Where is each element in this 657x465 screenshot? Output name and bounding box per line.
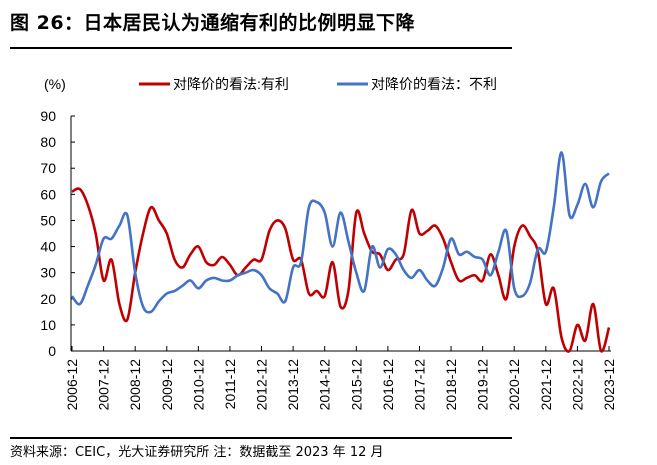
y-tick-label: 50	[40, 212, 56, 228]
legend-label-unfavorable: 对降价的看法：不利	[371, 76, 497, 92]
y-tick-label: 80	[40, 134, 56, 150]
y-tick-label: 40	[40, 239, 56, 255]
x-tick-label: 2011-12	[222, 359, 238, 410]
x-tick-label: 2021-12	[538, 359, 554, 411]
title-divider	[10, 47, 512, 49]
y-tick-label: 90	[40, 108, 56, 124]
x-tick-label: 2008-12	[127, 359, 143, 411]
x-tick-label: 2013-12	[285, 359, 301, 411]
x-tick-label: 2015-12	[348, 359, 364, 411]
y-tick-label: 10	[40, 317, 56, 333]
y-tick-label: 60	[40, 186, 56, 202]
source-note: 资料来源：CEIC，光大证券研究所 注：数据截至 2023 年 12 月	[10, 445, 384, 460]
y-tick-label: 0	[48, 343, 56, 359]
y-tick-label: 30	[40, 265, 56, 281]
x-tick-label: 2023-12	[601, 359, 617, 411]
x-tick-label: 2019-12	[475, 359, 491, 411]
y-tick-label: 20	[40, 291, 56, 307]
x-tick-label: 2012-12	[254, 359, 270, 411]
chart-title: 图 26：日本居民认为通缩有利的比例明显下降	[10, 12, 416, 34]
footer-divider	[10, 437, 512, 439]
x-tick-label: 2014-12	[317, 359, 333, 411]
x-tick-label: 2016-12	[380, 359, 396, 411]
x-tick-label: 2010-12	[190, 359, 206, 411]
line-chart: (%) 对降价的看法:有利 对降价的看法：不利 0 10 20 30 40 50 60 70 8…	[40, 76, 617, 411]
legend: 对降价的看法:有利 对降价的看法：不利	[139, 76, 497, 92]
x-tick-label: 2017-12	[411, 359, 427, 411]
x-tick-label: 2006-12	[64, 359, 80, 411]
x-tick-label: 2007-12	[96, 359, 112, 411]
y-tick-label: 70	[40, 160, 56, 176]
legend-label-favorable: 对降价的看法:有利	[173, 76, 289, 92]
x-tick-label: 2009-12	[159, 359, 175, 411]
x-tick-label: 2022-12	[569, 359, 585, 411]
x-tick-label: 2020-12	[506, 359, 522, 411]
x-tick-label: 2018-12	[443, 359, 459, 411]
y-axis-unit: (%)	[44, 76, 66, 92]
